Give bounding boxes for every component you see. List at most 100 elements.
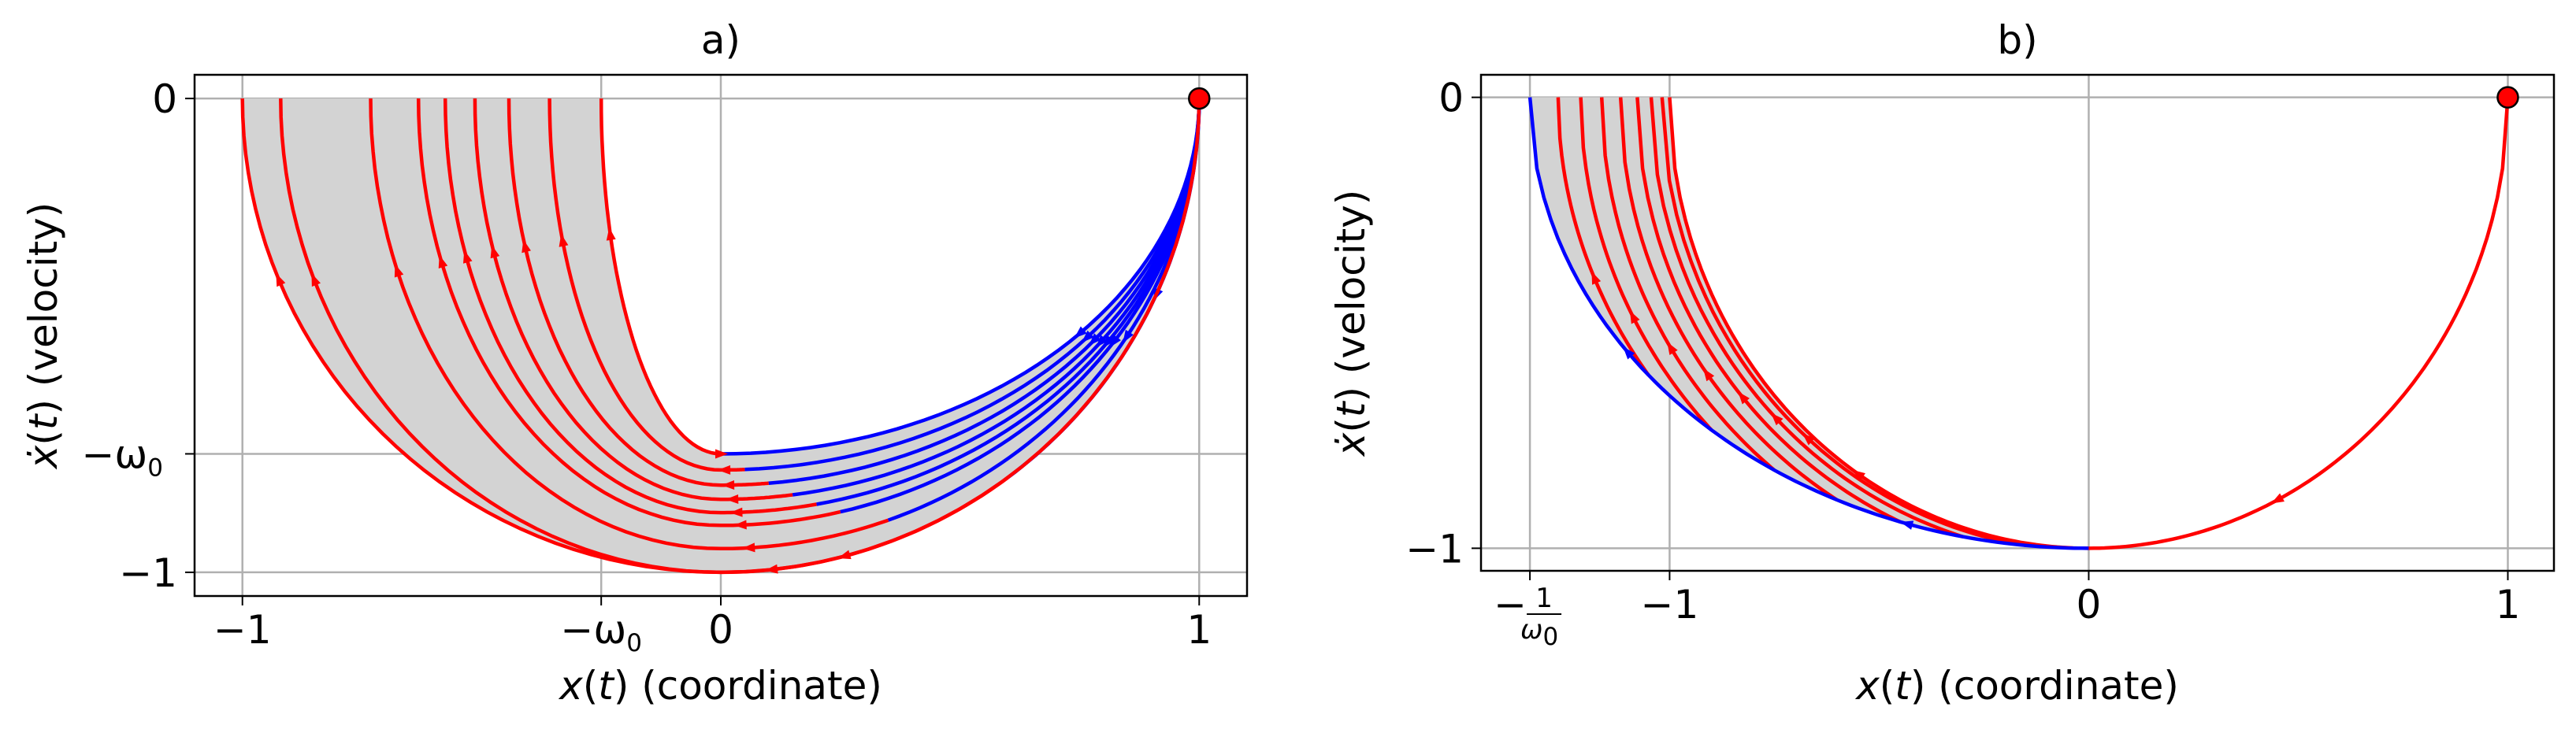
a-trajectory-0 [599,98,1201,459]
a-trajectory-5-accel-arrow-2 [438,255,448,269]
a-trajectory-1-accel [547,98,745,472]
b-shaded-band [1530,97,2089,549]
markers-b [2496,86,2519,109]
a-trajectory-4-accel-arrow-1 [729,507,743,517]
a-trajectory-3-accel-arrow-1 [726,494,739,504]
b-xtick-frac-den-0: ω0 [1520,614,1558,651]
a-trajectory-6-decel-arrow [1123,329,1134,343]
a-trajectory-0-accel [599,98,722,456]
panel-a: −1 −ω0 0 1 0 −ω0 −1 a) x(t) (coordinate) ẋ(t) … [20,17,1249,709]
a-trajectory-8-accel-arrow-2 [276,273,286,287]
b-xtick-label-1: −1 [1641,582,1699,627]
b-trajectory-8-decel-arrow-1 [1900,520,1914,530]
a-xtick-label-0: −1 [213,607,272,653]
a-trajectory-0-accel-arrow-1 [715,449,728,459]
a-trajectory-3-decel-arrow [1096,335,1108,348]
panel-b-xlabel: x(t) (coordinate) [1854,663,2179,709]
a-trajectory-4-accel-arrow-2 [462,250,473,264]
b-trajectory-4-accel [1618,97,1839,502]
a-trajectory-0-accel-arrow-2 [606,227,616,241]
b-approach-curve [2088,97,2510,550]
b-trajectory-2-accel [1649,97,1964,539]
a-ytick-label-1: −ω0 [82,431,164,482]
panel-a-title: a) [701,17,741,63]
b-trajectory-0-arrow [1852,469,1865,481]
a-trajectory-7-accel-arrow-2 [311,273,321,287]
b-trajectory-3-accel-arrow [1738,391,1750,405]
b-trajectory-2-accel-arrow [1771,413,1784,426]
b-axes-frame [1479,73,2556,572]
a-trajectory-5-accel [416,98,841,528]
axes-b: −1ω0−1 0 10−1 [1405,73,2556,651]
a-trajectory-8 [240,98,1201,575]
a-trajectory-2-accel-arrow-1 [722,479,735,490]
b-xtick-label-3: 1 [2496,582,2521,627]
markers-a [1188,87,1211,110]
a-trajectory-2-accel [507,98,769,487]
b-ytick-label-0: 0 [1438,76,1464,121]
b-trajectory-8-decel [1527,97,2089,550]
b-trajectory-8-decel-arrow-2 [1623,346,1635,360]
a-trajectory-3-accel-arrow-2 [490,245,500,259]
b-trajectory-5-accel-arrow [1667,342,1678,355]
b-trajectory-1-accel-arrow [1802,433,1815,446]
a-trajectory-6-accel-arrow-2 [394,264,404,278]
panel-a-ylabel: ẋ(t) (velocity) [20,202,66,471]
a-trajectory-5-accel-arrow-1 [733,520,747,530]
panel-a-xlabel: x(t) (coordinate) [558,663,882,709]
b-trajectory-approach [2088,97,2510,550]
b-xtick-label-0: − [1494,582,1527,627]
a-trajectory-6-accel [369,98,889,551]
b-trajectory-8 [1527,97,2089,550]
a-trajectory-1-accel-arrow-1 [718,465,731,475]
b-trajectory-1-accel [1660,97,2026,547]
trajectories-b [1527,97,2510,550]
a-trajectory-1-accel-arrow-2 [559,233,569,247]
a-start-point [1188,87,1211,110]
shaded-region-a [242,98,1200,572]
panel-b: −1ω0−1 0 10−1 b) x(t) (coordinate) ẋ(t) (v… [1328,17,2556,709]
b-start-point [2496,86,2519,109]
b-trajectory-3 [1635,97,1902,524]
b-approach-arrow [2271,493,2285,504]
panel-b-ylabel: ẋ(t) (velocity) [1328,190,1374,458]
a-xtick-label-3: 1 [1186,607,1212,653]
a-trajectory-6-accel-arrow-1 [742,542,755,553]
panel-b-title: b) [1997,17,2037,63]
b-trajectory-4 [1618,97,1839,502]
b-trajectory-5 [1599,97,1776,472]
trajectories-a [240,98,1201,575]
b-trajectory-5-accel [1599,97,1776,472]
a-trajectory-0-decel-arrow [1074,326,1087,339]
b-trajectory-2 [1649,97,1964,539]
a-xtick-label-1: −ω0 [560,607,642,657]
a-trajectory-2-accel-arrow-2 [522,239,531,254]
b-trajectory-1 [1660,97,2026,547]
b-trajectory-4-accel-arrow [1702,368,1715,382]
a-shaded-band [242,98,1200,572]
b-trajectory-0 [1668,97,2089,550]
a-trajectory-8-accel [240,98,1201,575]
a-xtick-label-2: 0 [708,607,733,653]
a-trajectory-1-decel-arrow [1082,330,1094,343]
b-ytick-label-1: −1 [1405,526,1464,572]
b-trajectory-6 [1579,97,1713,431]
a-ytick-label-0: 0 [152,76,177,122]
a-trajectory-2-decel-arrow [1089,333,1101,346]
a-trajectory-4-decel-arrow [1102,335,1115,348]
a-trajectory-0-decel [720,98,1201,456]
b-trajectory-0-accel [1668,97,2089,550]
a-trajectory-3-accel [473,98,793,502]
b-trajectory-3-accel [1635,97,1902,524]
a-trajectory-5-decel-arrow [1109,334,1122,348]
shaded-region-b [1530,97,2089,549]
a-trajectory-8-accel-arrow-1 [837,550,852,560]
a-ytick-label-2: −1 [119,550,177,596]
a-trajectory-4-accel [443,98,817,515]
b-xtick-frac-num-0: 1 [1535,583,1553,614]
b-trajectory-7-accel-arrow [1591,271,1602,285]
b-xtick-label-2: 0 [2077,582,2102,627]
a-axes-frame [193,73,1249,598]
b-trajectory-6-accel-arrow [1629,310,1640,324]
